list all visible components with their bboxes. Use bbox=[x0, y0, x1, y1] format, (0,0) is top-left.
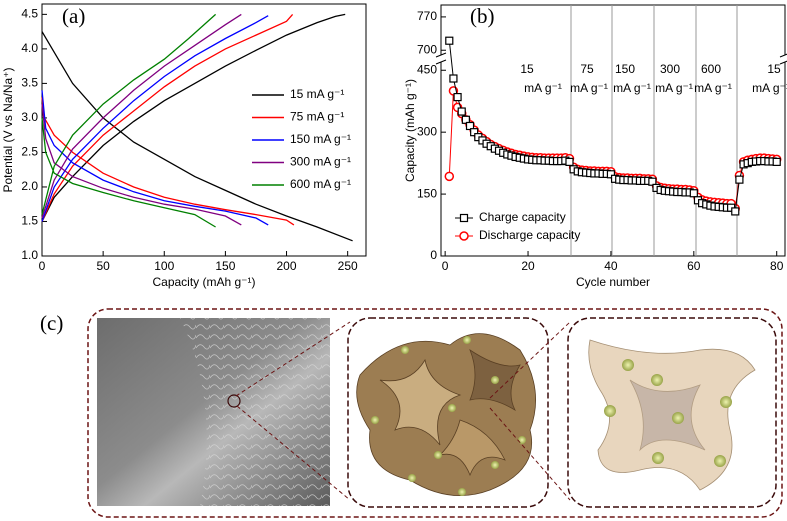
y-tick-label: 700 bbox=[417, 42, 437, 56]
data-point bbox=[445, 36, 454, 45]
zoom-line bbox=[236, 405, 351, 501]
y-tick-label: 3.0 bbox=[21, 110, 38, 124]
rate-unit: mA g⁻¹ bbox=[694, 81, 732, 95]
series-line bbox=[448, 40, 777, 213]
legend-label: 75 mA g⁻¹ bbox=[290, 110, 344, 124]
legend-label: 300 mA g⁻¹ bbox=[290, 155, 351, 169]
legend-label: 150 mA g⁻¹ bbox=[290, 132, 351, 146]
x-axis-label: Cycle number bbox=[576, 275, 650, 289]
data-point bbox=[470, 128, 479, 137]
y-tick-label: 4.5 bbox=[21, 7, 38, 21]
x-tick-label: 100 bbox=[154, 259, 174, 273]
plot-frame bbox=[440, 4, 786, 257]
y-tick-label: 3.5 bbox=[21, 76, 38, 90]
y-tick-label: 2.0 bbox=[21, 179, 38, 193]
panel-label: (a) bbox=[62, 4, 85, 28]
data-point bbox=[735, 175, 744, 184]
rate-unit: mA g⁻¹ bbox=[524, 81, 562, 95]
x-tick-label: 150 bbox=[215, 259, 235, 273]
curve bbox=[41, 13, 242, 226]
x-axis-label: Capacity (mAh g⁻¹) bbox=[152, 275, 255, 289]
panel-label: (b) bbox=[470, 4, 495, 28]
zoom-line bbox=[235, 321, 351, 397]
y-tick-label: 4.0 bbox=[21, 41, 38, 55]
curve bbox=[41, 13, 217, 228]
data-point bbox=[449, 74, 458, 83]
axis-break-gap bbox=[781, 55, 787, 62]
data-point bbox=[731, 207, 740, 216]
plot-frame bbox=[41, 3, 367, 257]
panel-label: (c) bbox=[40, 311, 63, 335]
zoom-line bbox=[489, 321, 571, 399]
sem-texture bbox=[180, 318, 330, 506]
axis-break bbox=[435, 52, 447, 58]
y-tick-label: 300 bbox=[417, 124, 437, 138]
y-tick-label: 2.5 bbox=[21, 145, 38, 159]
legend-label: Discharge capacity bbox=[479, 228, 580, 242]
x-tick-label: 80 bbox=[770, 259, 784, 273]
rate-label: 150 bbox=[615, 62, 635, 76]
illustration bbox=[87, 308, 783, 518]
y-tick-label: 0 bbox=[430, 248, 437, 262]
zoom-box bbox=[347, 317, 549, 508]
data-point bbox=[453, 92, 462, 102]
zoom-circle bbox=[227, 394, 241, 408]
curve bbox=[41, 13, 295, 226]
data-point bbox=[648, 177, 657, 186]
framework bbox=[356, 333, 536, 496]
legend-label: 15 mA g⁻¹ bbox=[290, 87, 344, 101]
data-point bbox=[689, 189, 698, 198]
y-tick-label: 450 bbox=[417, 62, 437, 76]
rate-unit: mA g⁻¹ bbox=[570, 81, 608, 95]
rate-label: 600 bbox=[701, 62, 721, 76]
outline bbox=[87, 308, 783, 518]
nanoparticles bbox=[371, 336, 526, 496]
y-tick-label: 770 bbox=[417, 9, 437, 23]
zoom-box bbox=[567, 317, 777, 508]
legend-marker bbox=[459, 213, 469, 223]
nanoparticles bbox=[604, 359, 732, 467]
data-point bbox=[444, 171, 455, 182]
x-tick-label: 200 bbox=[277, 259, 297, 273]
data-point bbox=[465, 121, 475, 131]
axis-break bbox=[779, 53, 787, 58]
data-point bbox=[461, 115, 470, 124]
data-point bbox=[565, 157, 574, 166]
zoom-line bbox=[489, 407, 571, 501]
rate-unit: mA g⁻¹ bbox=[613, 81, 651, 95]
rate-label: 15 bbox=[767, 62, 781, 76]
data-point bbox=[457, 107, 466, 116]
axis-break-gap bbox=[437, 55, 445, 62]
x-tick-label: 20 bbox=[521, 259, 535, 273]
x-tick-label: 0 bbox=[39, 259, 46, 273]
y-tick-label: 150 bbox=[417, 186, 437, 200]
data-point bbox=[772, 157, 781, 166]
y-tick-label: 1.5 bbox=[21, 214, 38, 228]
x-tick-label: 0 bbox=[442, 259, 449, 273]
x-tick-label: 50 bbox=[96, 259, 110, 273]
data-point bbox=[606, 170, 616, 179]
x-tick-label: 40 bbox=[604, 259, 618, 273]
rate-label: 300 bbox=[660, 62, 680, 76]
curve bbox=[41, 15, 269, 226]
rate-unit: mA g⁻¹ bbox=[655, 81, 693, 95]
legend-label: 600 mA g⁻¹ bbox=[290, 177, 351, 191]
rate-label: 75 bbox=[580, 62, 594, 76]
legend-marker bbox=[459, 231, 469, 241]
legend-label: Charge capacity bbox=[479, 210, 566, 224]
rate-label: 15 bbox=[520, 62, 534, 76]
y-tick-label: 1.0 bbox=[21, 248, 38, 262]
axis-break bbox=[435, 59, 447, 65]
axis-break bbox=[779, 60, 787, 65]
y-axis-label: Potential (V vs Na/Na⁺) bbox=[1, 67, 15, 192]
rate-unit: mA g⁻¹ bbox=[752, 81, 787, 95]
y-axis-label: Capacity (mAh g⁻¹) bbox=[403, 79, 417, 182]
x-tick-label: 60 bbox=[687, 259, 701, 273]
x-tick-label: 250 bbox=[338, 259, 358, 273]
